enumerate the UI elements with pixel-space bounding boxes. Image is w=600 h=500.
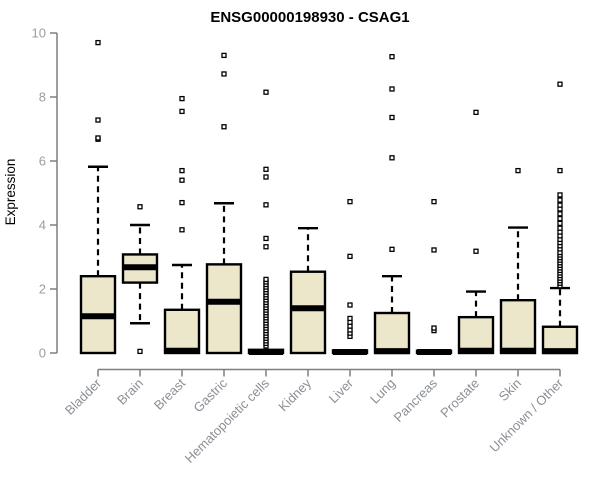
outlier-point <box>557 225 563 231</box>
outlier-point <box>179 227 185 233</box>
outlier-point <box>221 52 227 59</box>
outlier-point <box>389 246 395 252</box>
box-rect <box>373 311 411 355</box>
outlier-point <box>179 177 185 183</box>
boxplot-prostate <box>457 109 495 355</box>
outlier-point <box>263 174 269 180</box>
x-axis-tick-label: Gastric <box>190 375 230 415</box>
outlier-point <box>263 202 269 208</box>
x-axis-tick-label: Lung <box>367 376 398 407</box>
outlier-point <box>179 108 185 115</box>
outlier-point <box>557 81 563 87</box>
outlier-point <box>557 202 563 208</box>
y-axis-tick-label: 10 <box>32 26 46 41</box>
outlier-point <box>473 109 479 116</box>
y-axis-tick-label: 4 <box>39 218 46 233</box>
outlier-point <box>95 117 101 123</box>
outlier-point <box>179 95 185 102</box>
x-axis-tick-label: Bladder <box>62 375 105 418</box>
box-rect <box>163 308 201 355</box>
outlier-point <box>557 167 563 174</box>
outlier-point <box>95 39 101 46</box>
outlier-point <box>263 276 269 283</box>
outlier-point <box>137 204 143 210</box>
x-axis-tick-label: Skin <box>496 376 524 404</box>
x-axis-tick-label: Liver <box>326 375 357 406</box>
outlier-point <box>263 244 269 250</box>
box-rect <box>499 299 537 355</box>
outlier-point <box>389 155 395 161</box>
x-axis-tick-label: Unknown / Other <box>487 375 567 455</box>
outlier-point <box>557 215 563 222</box>
x-axis-tick-label: Kidney <box>275 375 314 414</box>
boxplot-lung <box>373 54 411 355</box>
outlier-point <box>221 124 227 130</box>
boxplot-bladder <box>79 39 117 355</box>
outlier-point <box>263 89 269 95</box>
box-rect <box>289 270 327 355</box>
outlier-point <box>347 302 353 308</box>
boxplot-kidney <box>289 226 327 355</box>
x-axis-tick-label: Brain <box>114 376 146 408</box>
outlier-point <box>179 167 185 174</box>
outlier-point <box>431 198 437 205</box>
x-axis-tick-label: Prostate <box>437 376 482 421</box>
outlier-point <box>473 248 479 254</box>
outlier-point <box>347 315 353 322</box>
boxplot-skin <box>499 167 537 355</box>
x-axis-tick-label: Pancreas <box>391 375 441 425</box>
boxplot-gastric <box>205 52 243 355</box>
box-rect <box>205 263 243 355</box>
outlier-point <box>137 348 143 355</box>
outlier-point <box>263 166 269 172</box>
boxplot-breast <box>163 95 201 355</box>
boxplot-pancreas <box>415 198 453 356</box>
outlier-point <box>557 197 563 203</box>
outlier-point <box>347 253 353 260</box>
outlier-point <box>347 198 353 205</box>
chart-title: ENSG00000198930 - CSAG1 <box>210 9 409 26</box>
boxplot-brain <box>121 204 159 355</box>
outlier-point <box>179 199 185 206</box>
outlier-point <box>221 71 227 77</box>
y-axis-tick-label: 6 <box>39 154 46 169</box>
outlier-point <box>431 247 437 253</box>
boxplot-unknown-other <box>541 81 579 355</box>
outlier-point <box>389 54 395 60</box>
outlier-point <box>515 167 521 174</box>
boxplots-group <box>79 39 579 356</box>
outlier-point <box>95 135 101 141</box>
y-axis-tick-label: 2 <box>39 282 46 297</box>
x-axis-tick-label: Breast <box>151 375 188 412</box>
y-axis-label: Expression <box>3 159 18 226</box>
outlier-point <box>557 220 563 227</box>
outlier-point <box>263 235 269 242</box>
y-axis-tick-label: 8 <box>39 90 46 105</box>
outlier-point <box>389 114 395 121</box>
outlier-point <box>557 211 563 217</box>
boxplot-hematopoietic-cells <box>247 89 285 356</box>
boxplot-liver <box>331 198 369 356</box>
y-axis-tick-label: 0 <box>39 346 46 361</box>
outlier-point <box>389 86 395 92</box>
outlier-point <box>431 325 437 331</box>
outlier-point <box>557 192 563 198</box>
box-rect <box>457 315 495 355</box>
